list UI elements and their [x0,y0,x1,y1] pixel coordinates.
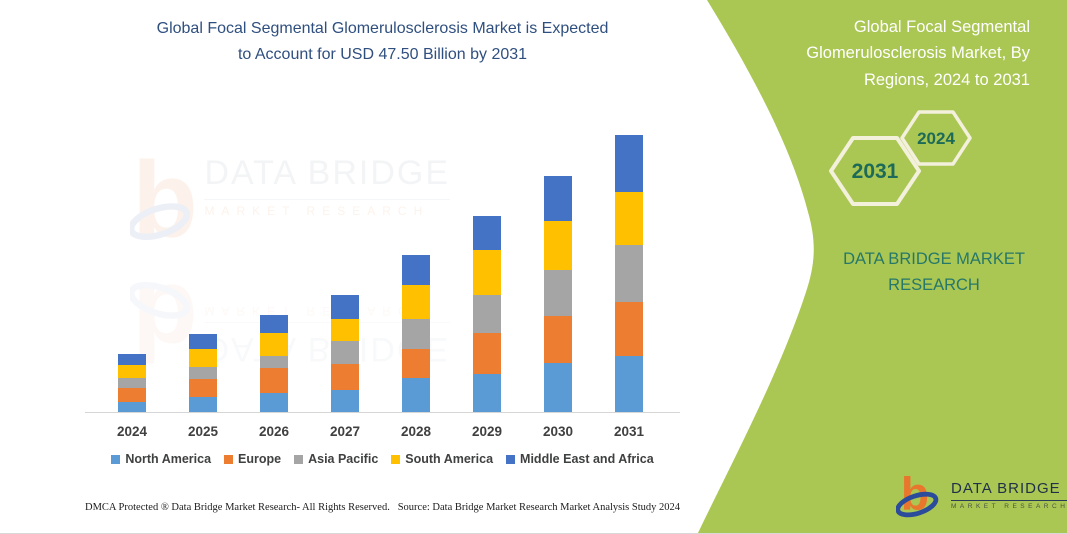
side-panel-title-line3: Regions, 2024 to 2031 [863,70,1030,89]
chart-legend: North America Europe Asia Pacific South Ame… [85,452,680,466]
bar-segment-south-america-2029 [473,249,501,295]
bar-segment-asia-pacific-2026 [260,356,288,369]
bar-segment-south-america-2030 [544,221,572,270]
bar-segment-north-america-2025 [189,396,217,412]
bar-segment-europe-2026 [260,368,288,393]
bar-column-2027 [331,294,359,412]
bar-segment-asia-pacific-2025 [189,366,217,380]
legend-marker-asia-pacific [294,454,304,464]
bar-segment-north-america-2026 [260,392,288,412]
side-panel-title-line2: Glomerulosclerosis Market, By [806,44,1030,63]
bar-segment-asia-pacific-2031 [615,245,643,303]
legend-label-asia-pacific: Asia Pacific [308,452,379,466]
hexagon-2031 [829,136,921,206]
bar-segment-middle-east-and-africa-2026 [260,315,288,334]
bar-segment-middle-east-and-africa-2024 [118,353,146,365]
hexagon-2024-label: 2024 [917,129,955,148]
bar-segment-middle-east-and-africa-2031 [615,135,643,193]
green-panel-shape [698,0,1067,533]
bar-segment-north-america-2028 [402,378,430,412]
legend-marker-south-america [391,454,401,464]
legend-item-europe: Europe [224,452,281,466]
source-text: Source: Data Bridge Market Research Mark… [397,502,680,513]
bar-column-2024 [118,353,146,412]
bar-column-2025 [189,334,217,412]
chart-title-line2: to Account for USD 47.50 Billion by 2031 [237,45,528,63]
bar-column-2031 [615,135,643,412]
bar-segment-europe-2030 [544,316,572,363]
bar-column-2029 [473,215,501,412]
side-panel-title-line1: Global Focal Segmental [853,18,1030,36]
x-label-2027: 2027 [329,424,361,439]
chart-title-line1: Global Focal Segmental Glomerulosclerosi… [156,20,609,37]
bar-segment-asia-pacific-2027 [331,341,359,365]
bar-segment-north-america-2031 [615,356,643,412]
legend-marker-middle-east-and-africa [506,454,516,464]
brand-line2: RESEARCH [888,276,980,295]
data-bridge-logo-icon: b [896,468,939,519]
bar-segment-asia-pacific-2028 [402,319,430,350]
bar-segment-europe-2027 [331,364,359,390]
bar-segment-south-america-2025 [189,349,217,367]
bar-segment-middle-east-and-africa-2030 [544,175,572,222]
bar-segment-middle-east-and-africa-2027 [331,294,359,320]
data-bridge-logo: b DATA BRIDGE MARKET RESEARCH [896,468,1067,522]
bar-segment-north-america-2024 [118,401,146,412]
legend-label-south-america: South America [405,452,494,466]
bar-segment-south-america-2024 [118,364,146,379]
bar-chart-plot [85,128,680,413]
bar-segment-europe-2031 [615,302,643,356]
side-panel-title: Global Focal Segmental Glomerulosclerosi… [770,14,1030,93]
chart-title: Global Focal Segmental Glomerulosclerosi… [85,16,680,67]
bar-column-2030 [544,175,572,412]
bar-segment-south-america-2028 [402,284,430,320]
hexagon-2024 [900,110,972,166]
legend-item-north-america: North America [111,452,211,466]
bar-segment-asia-pacific-2029 [473,294,501,334]
legend-marker-europe [224,454,234,464]
bar-segment-europe-2025 [189,379,217,397]
x-label-2025: 2025 [187,424,219,439]
bar-segment-asia-pacific-2030 [544,269,572,317]
bar-segment-middle-east-and-africa-2029 [473,215,501,250]
bar-segment-south-america-2031 [615,192,643,246]
bar-segment-europe-2024 [118,388,146,402]
bar-segment-middle-east-and-africa-2028 [402,255,430,285]
x-label-2028: 2028 [400,424,432,439]
bar-segment-north-america-2029 [473,373,501,412]
bar-segment-europe-2028 [402,349,430,379]
bar-segment-asia-pacific-2024 [118,378,146,389]
bar-column-2028 [402,255,430,412]
legend-label-europe: Europe [238,452,282,466]
bar-column-2026 [260,315,288,412]
bar-segment-europe-2029 [473,333,501,374]
legend-label-middle-east-and-africa: Middle East and Africa [520,452,654,466]
logo-subtitle: MARKET RESEARCH [951,503,1067,510]
year-hexagons: 2024 2031 [829,110,972,206]
legend-item-middle-east-and-africa: Middle East and Africa [506,452,654,466]
brand-line1: DATA BRIDGE MARKET [843,250,1025,268]
legend-item-south-america: South America [391,452,493,466]
x-label-2029: 2029 [471,424,503,439]
bar-segment-north-america-2030 [544,363,572,412]
x-label-2024: 2024 [116,424,148,439]
x-label-2030: 2030 [542,424,574,439]
legend-item-asia-pacific: Asia Pacific [294,452,378,466]
x-label-2026: 2026 [258,424,290,439]
x-axis-labels: 2024 2025 2026 2027 2028 2029 2030 2031 [85,424,680,442]
bar-segment-middle-east-and-africa-2025 [189,334,217,350]
bar-segment-south-america-2026 [260,333,288,357]
bar-segment-south-america-2027 [331,319,359,342]
footer: DMCA Protected ® Data Bridge Market Rese… [85,502,680,513]
hexagon-2031-label: 2031 [852,160,899,183]
logo-name: DATA BRIDGE [951,480,1067,501]
dmca-text: DMCA Protected ® Data Bridge Market Rese… [85,502,390,513]
x-label-2031: 2031 [613,424,645,439]
legend-marker-north-america [111,454,121,464]
legend-label-north-america: North America [125,452,212,466]
bar-segment-north-america-2027 [331,389,359,412]
brand-name: DATA BRIDGE MARKET RESEARCH [804,246,1064,299]
